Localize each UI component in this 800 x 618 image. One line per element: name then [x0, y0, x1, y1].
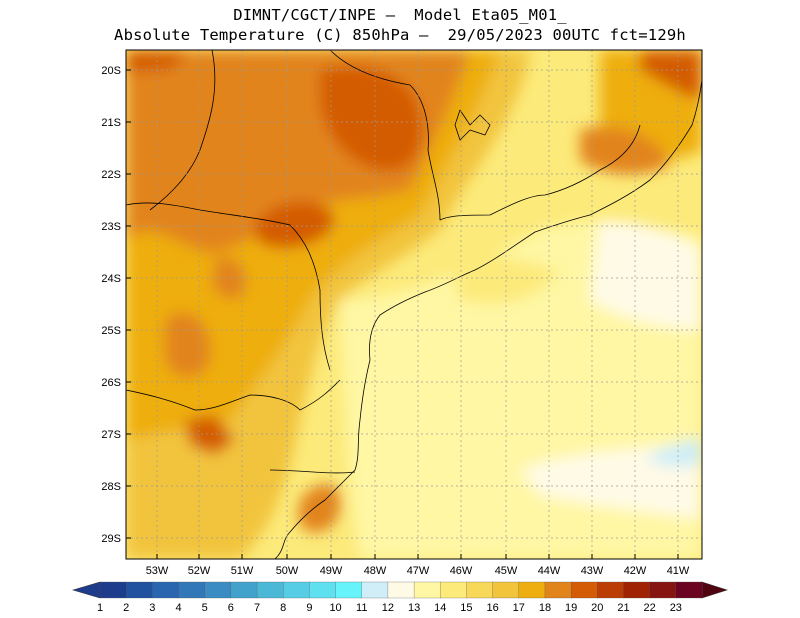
lon-label-51w: 51W — [231, 565, 254, 577]
legend-tick-label: 16 — [486, 602, 498, 614]
legend-tick-label: 12 — [382, 602, 394, 614]
lon-label-44w: 44W — [538, 565, 561, 577]
legend-left-arrow — [71, 581, 101, 599]
lon-label-46w: 46W — [450, 565, 473, 577]
legend-right-arrow — [701, 581, 728, 599]
latitude-labels: 20S 21S 22S 23S 24S 25S 26S 27S 28S 29S — [101, 65, 121, 545]
lat-label-25s: 25S — [101, 325, 121, 337]
lat-label-27s: 27S — [101, 429, 121, 441]
legend-swatch — [152, 581, 180, 599]
lon-label-53w: 53W — [146, 565, 169, 577]
lon-label-48w: 48W — [364, 565, 387, 577]
legend-tick-label: 4 — [175, 602, 181, 614]
legend-tick-label: 13 — [408, 602, 420, 614]
legend-tick-label: 23 — [670, 602, 682, 614]
lon-label-52w: 52W — [188, 565, 211, 577]
lat-label-29s: 29S — [101, 533, 121, 545]
legend-labels: 1 2 3 4 5 6 7 8 9 10 11 12 13 14 15 16 17 18 19 20 21 22 23 — [97, 602, 682, 614]
legend-tick-label: 17 — [513, 602, 525, 614]
coastline-and-borders — [126, 50, 702, 559]
lon-label-41w: 41W — [667, 565, 690, 577]
legend-color-segments — [99, 581, 703, 599]
legend-tick-label: 21 — [617, 602, 629, 614]
legend-swatch — [256, 581, 284, 599]
legend-tick-label: 20 — [591, 602, 603, 614]
plot-frame — [125, 49, 703, 560]
lat-label-22s: 22S — [101, 169, 121, 181]
lat-label-23s: 23S — [101, 221, 121, 233]
legend-swatch — [466, 581, 494, 599]
legend-tick-label: 2 — [123, 602, 129, 614]
legend-tick-label: 15 — [460, 602, 472, 614]
legend-tick-label: 11 — [356, 602, 367, 614]
lon-label-49w: 49W — [320, 565, 343, 577]
legend-tick-label: 6 — [228, 602, 234, 614]
lat-label-28s: 28S — [101, 481, 121, 493]
legend-swatch — [570, 581, 598, 599]
legend-swatch — [387, 581, 415, 599]
legend-tick-label: 9 — [306, 602, 312, 614]
legend-swatch — [440, 581, 467, 599]
legend-swatch — [623, 581, 651, 599]
legend-tick-label: 14 — [434, 602, 446, 614]
map-title-line-1: DIMNT/CGCT/INPE – Model Eta05_M01_ — [233, 6, 567, 24]
legend-swatch — [361, 581, 389, 599]
legend-swatch — [99, 581, 127, 599]
axis-ticks — [126, 69, 679, 559]
longitude-labels: 53W 52W 51W 50W 49W 48W 47W 46W 45W 44W … — [146, 565, 690, 577]
lon-label-42w: 42W — [624, 565, 647, 577]
legend-swatch — [597, 581, 625, 599]
lon-label-43w: 43W — [581, 565, 604, 577]
map-title-line-2: Absolute Temperature (C) 850hPa – 29/05/… — [114, 26, 686, 44]
legend-swatch — [518, 581, 546, 599]
legend-tick-label: 8 — [280, 602, 286, 614]
legend-tick-label: 10 — [329, 602, 341, 614]
legend-swatch — [204, 581, 232, 599]
lon-label-50w: 50W — [276, 565, 299, 577]
lon-label-45w: 45W — [495, 565, 518, 577]
lat-label-20s: 20S — [101, 65, 121, 77]
legend-swatch — [675, 581, 703, 599]
legend-tick-label: 1 — [97, 602, 103, 614]
legend-tick-label: 22 — [644, 602, 656, 614]
legend-swatch — [413, 581, 441, 599]
legend-swatch — [309, 581, 337, 599]
legend-swatch — [492, 581, 520, 599]
legend-swatch — [649, 581, 677, 599]
color-legend-bar: 1 2 3 4 5 6 7 8 9 10 11 12 13 14 15 16 17 18 19 20 21 22 23 — [71, 581, 728, 614]
legend-tick-label: 18 — [539, 602, 551, 614]
lat-label-21s: 21S — [101, 117, 121, 129]
lon-label-47w: 47W — [407, 565, 430, 577]
legend-tick-label: 5 — [202, 602, 208, 614]
temperature-field — [126, 50, 702, 559]
legend-swatch — [126, 581, 153, 599]
legend-tick-label: 3 — [149, 602, 155, 614]
legend-tick-label: 19 — [565, 602, 577, 614]
legend-swatch — [230, 581, 258, 599]
lat-lon-grid — [126, 50, 702, 559]
legend-tick-label: 7 — [254, 602, 260, 614]
legend-swatch — [178, 581, 206, 599]
lat-label-24s: 24S — [101, 273, 121, 285]
legend-swatch — [283, 581, 310, 599]
lat-label-26s: 26S — [101, 377, 121, 389]
legend-swatch — [544, 581, 572, 599]
legend-swatch — [335, 581, 363, 599]
